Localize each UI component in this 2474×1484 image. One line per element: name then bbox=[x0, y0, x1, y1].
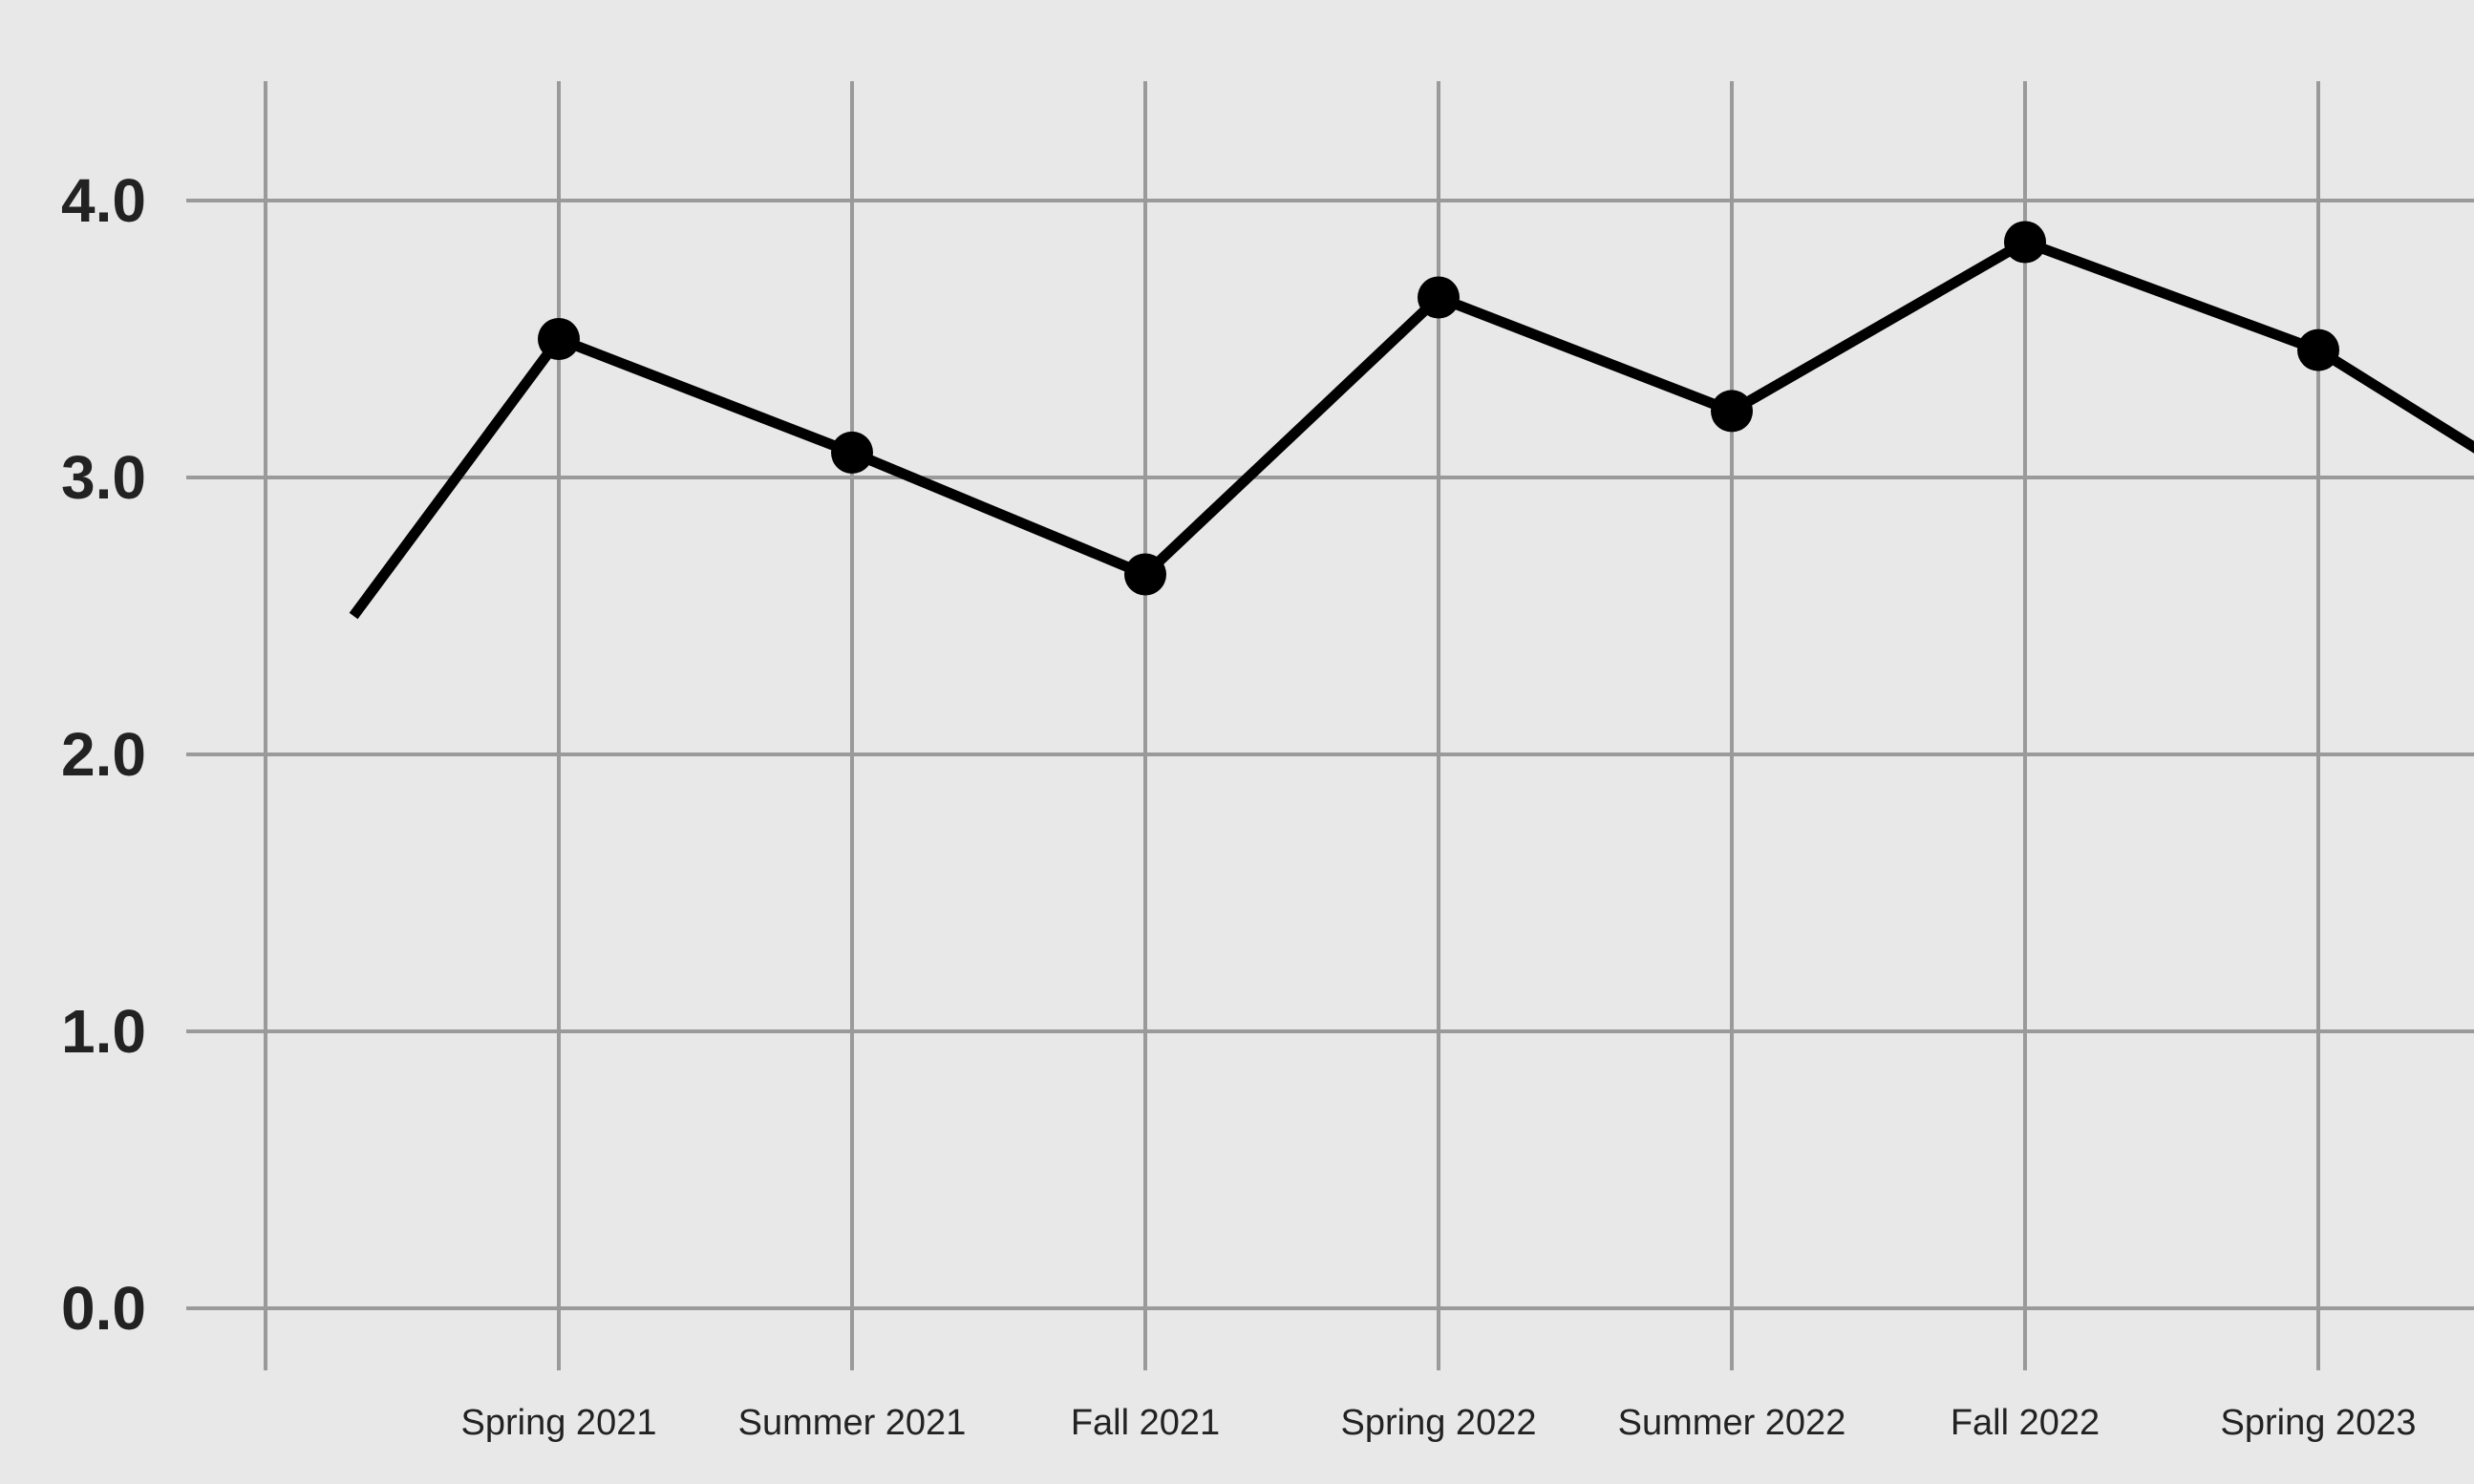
x-tick-label: Fall 2021 bbox=[1071, 1403, 1220, 1443]
x-tick-label: Spring 2022 bbox=[1341, 1403, 1537, 1443]
x-tick-label: Summer 2021 bbox=[738, 1403, 967, 1443]
y-axis-tick-labels: 0.0 1.0 2.0 3.0 4.0 bbox=[61, 166, 146, 1343]
data-point-marker bbox=[2004, 221, 2046, 264]
data-point-marker bbox=[538, 318, 580, 360]
x-tick-label: Fall 2022 bbox=[1951, 1403, 2100, 1443]
data-point-marker bbox=[1711, 390, 1753, 433]
series-layer bbox=[349, 221, 2474, 620]
y-tick-label: 1.0 bbox=[61, 997, 146, 1066]
data-point-marker bbox=[1124, 553, 1166, 596]
x-tick-label: Spring 2023 bbox=[2221, 1403, 2417, 1443]
series-line bbox=[349, 236, 2474, 620]
y-tick-label: 2.0 bbox=[61, 720, 146, 789]
x-tick-label: Spring 2021 bbox=[461, 1403, 657, 1443]
y-tick-label: 0.0 bbox=[61, 1274, 146, 1343]
y-tick-label: 4.0 bbox=[61, 166, 146, 235]
y-tick-label: 3.0 bbox=[61, 443, 146, 512]
data-point-marker bbox=[2297, 329, 2339, 371]
data-point-marker bbox=[1418, 276, 1460, 319]
x-tick-label: Summer 2022 bbox=[1618, 1403, 1846, 1443]
data-point-marker bbox=[831, 431, 873, 474]
grid-layer bbox=[186, 81, 2474, 1370]
x-axis-tick-labels: Spring 2021 Summer 2021 Fall 2021 Spring 20… bbox=[461, 1403, 2417, 1443]
